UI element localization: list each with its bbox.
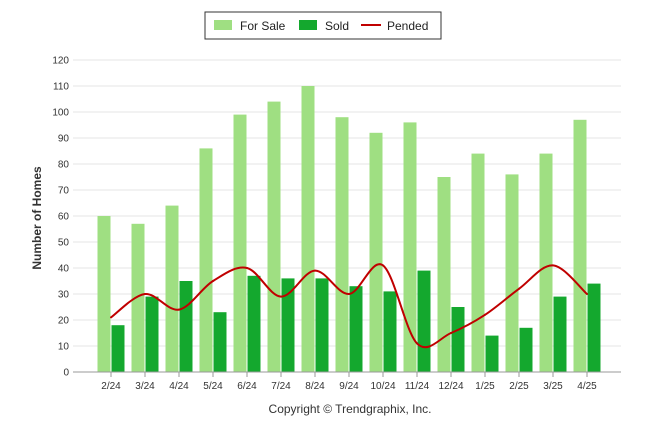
bar-for-sale: [403, 122, 417, 373]
y-tick-label: 40: [58, 264, 70, 275]
bar-for-sale: [335, 117, 349, 372]
x-tick-label: 5/24: [203, 381, 223, 392]
x-tick-label: 4/25: [577, 381, 597, 392]
x-tick-label: 10/24: [370, 381, 395, 392]
bar-for-sale: [539, 153, 553, 372]
y-tick-label: 30: [58, 290, 70, 301]
pended-point: [518, 287, 520, 290]
bar-for-sale: [233, 114, 247, 372]
pended-point: [450, 332, 452, 334]
legend-box: [204, 11, 442, 40]
bar-for-sale: [165, 205, 179, 372]
x-tick-label: 6/24: [237, 381, 257, 392]
bar-sold: [179, 281, 193, 372]
x-tick-label: 2/25: [509, 381, 529, 392]
y-tick-label: 50: [58, 238, 70, 249]
legend-swatch-sold: [299, 20, 317, 30]
pended-point: [484, 313, 486, 316]
x-axis-ticks: 2/24 3/24 4/24 5/24 6/24 7/24 8/24 9/24 10/24 11/…: [101, 372, 597, 392]
pended-point: [348, 293, 350, 295]
bar-for-sale: [471, 153, 485, 372]
pended-point: [246, 267, 248, 269]
x-tick-label: 4/24: [169, 381, 189, 392]
y-axis-ticks: 0 10 20 30 40 50 60 70 80 90 100 110 120: [52, 56, 69, 379]
legend-label-pended: Pended: [387, 19, 428, 33]
y-tick-label: 0: [63, 368, 69, 379]
bar-sold: [349, 286, 363, 372]
legend-label-sold: Sold: [325, 19, 349, 33]
y-tick-label: 100: [52, 108, 69, 119]
bar-sold: [417, 270, 431, 372]
pended-point: [586, 293, 588, 295]
bar-sold: [281, 278, 295, 372]
bar-for-sale: [505, 174, 519, 372]
pended-line-group: [110, 263, 588, 349]
legend-label-for-sale: For Sale: [240, 19, 286, 33]
x-tick-label: 2/24: [101, 381, 121, 392]
y-tick-label: 20: [58, 316, 70, 327]
bar-sold: [213, 312, 227, 372]
pended-point: [314, 269, 316, 272]
bar-sold: [383, 291, 397, 372]
x-tick-label: 3/24: [135, 381, 155, 392]
legend: For Sale Sold Pended: [204, 11, 442, 40]
pended-point: [178, 308, 180, 311]
y-axis-title: Number of Homes: [30, 166, 44, 270]
y-tick-label: 10: [58, 342, 70, 353]
legend-swatch-for-sale: [214, 20, 232, 30]
bar-sold: [519, 327, 533, 372]
y-tick-label: 80: [58, 160, 70, 171]
bar-for-sale: [267, 101, 281, 372]
y-tick-label: 110: [53, 82, 69, 93]
pended-point: [212, 280, 214, 282]
x-tick-label: 1/25: [475, 381, 495, 392]
bars: [97, 86, 601, 373]
bar-sold: [587, 283, 601, 372]
x-tick-label: 11/24: [405, 381, 430, 392]
y-tick-label: 90: [58, 134, 70, 145]
bar-sold: [247, 275, 261, 372]
bar-for-sale: [437, 177, 451, 372]
x-tick-label: 12/24: [438, 381, 463, 392]
pended-point: [382, 264, 384, 267]
bar-sold: [451, 307, 465, 372]
bar-for-sale: [301, 86, 315, 372]
bar-sold: [111, 325, 125, 372]
x-tick-label: 9/24: [339, 381, 359, 392]
bar-for-sale: [369, 132, 383, 372]
y-tick-label: 120: [52, 56, 69, 67]
x-tick-label: 8/24: [305, 381, 325, 392]
x-tick-label: 7/24: [271, 381, 291, 392]
bar-sold: [485, 335, 499, 372]
bar-sold: [553, 296, 567, 372]
y-tick-label: 70: [58, 186, 70, 197]
bar-for-sale: [97, 216, 111, 372]
bar-for-sale: [131, 223, 145, 372]
bar-for-sale: [573, 119, 587, 372]
pended-point: [552, 264, 554, 267]
pended-point: [280, 295, 282, 298]
bar-sold: [145, 296, 159, 372]
copyright-credit: Copyright © Trendgraphix, Inc.: [269, 402, 432, 416]
pended-point: [110, 316, 112, 319]
y-tick-label: 60: [58, 212, 70, 223]
bar-for-sale: [199, 148, 213, 372]
pended-point: [144, 293, 146, 295]
bar-sold: [315, 278, 329, 372]
pended-point: [416, 342, 418, 345]
x-tick-label: 3/25: [543, 381, 563, 392]
